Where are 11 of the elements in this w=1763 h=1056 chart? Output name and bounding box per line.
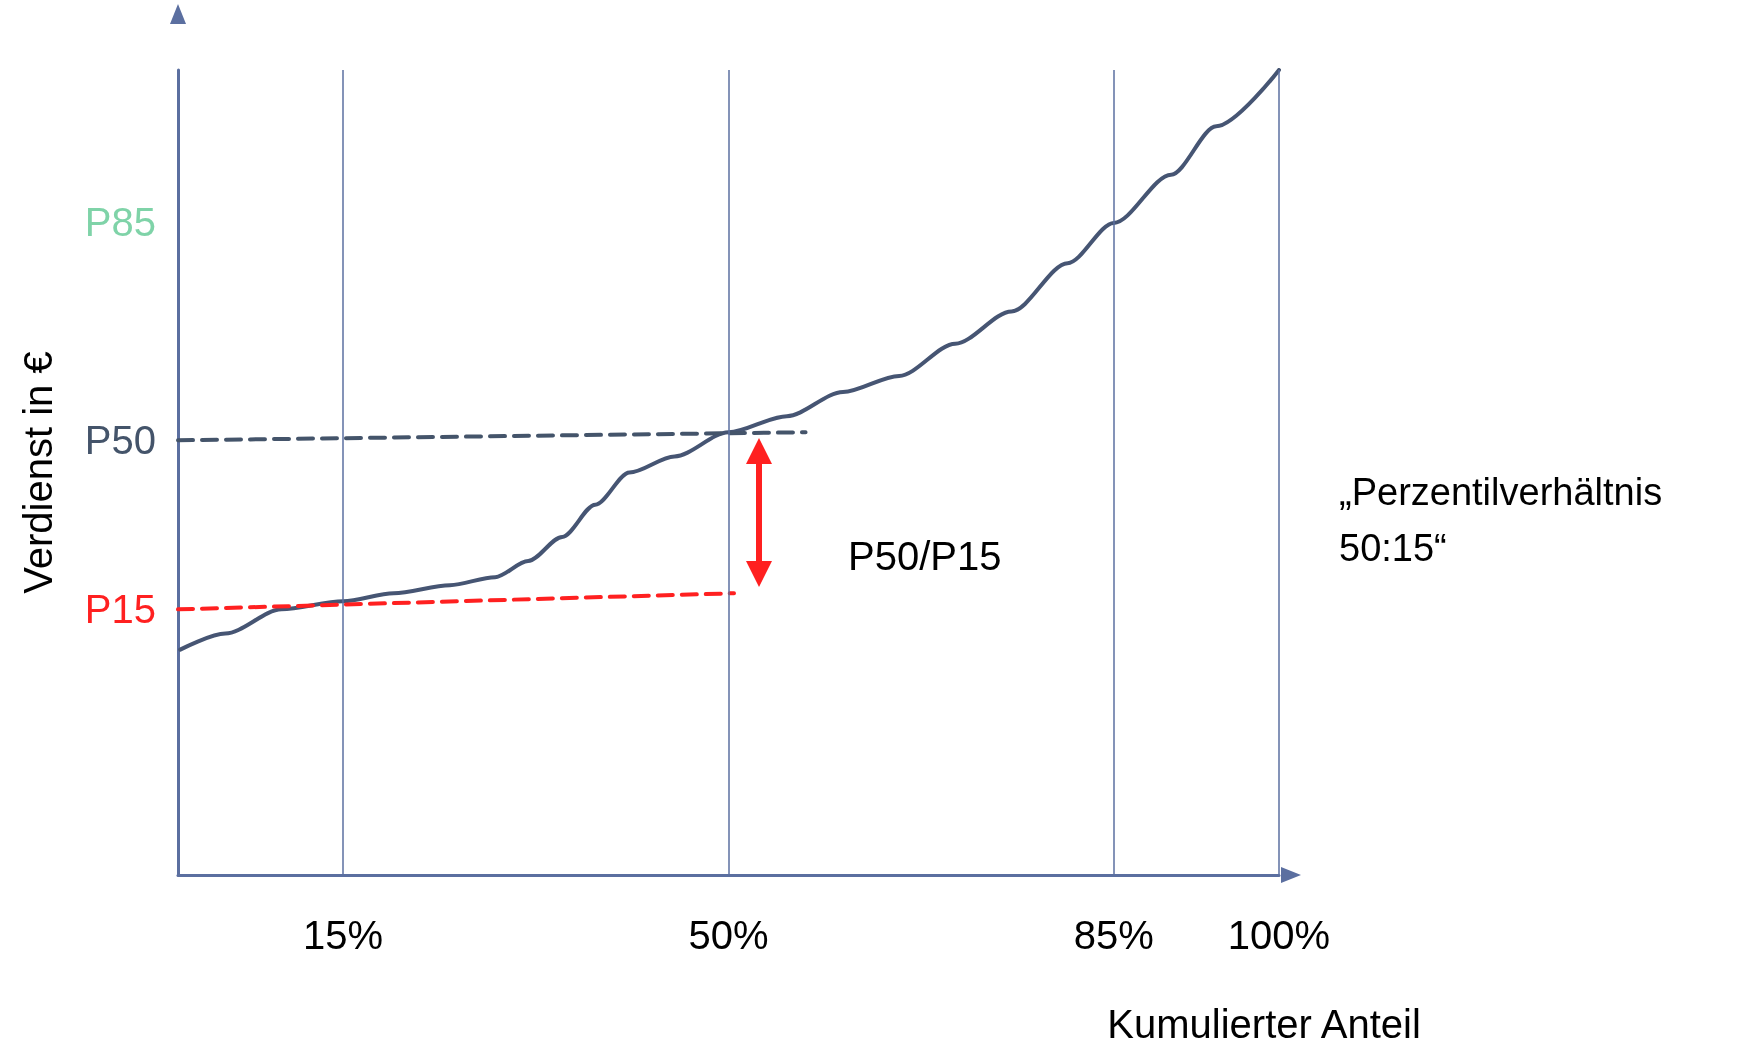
text: „Perzentilverhältnis 50:15“ [1339,471,1673,569]
series-label: P15 [84,587,156,632]
series-label: P50 [84,418,156,463]
text: P85 [84,200,156,244]
annotation: P50/P15 [848,534,1002,578]
x-axis-title: Kumulierter Anteil [1107,1002,1421,1046]
x-tick-label: 15% [303,913,384,957]
x-tick-label: 50% [688,913,769,957]
x-tick-label: 100% [1227,913,1331,957]
x-tick-label: 85% [1073,913,1154,957]
y-axis-title: Verdienst in € [16,351,60,594]
